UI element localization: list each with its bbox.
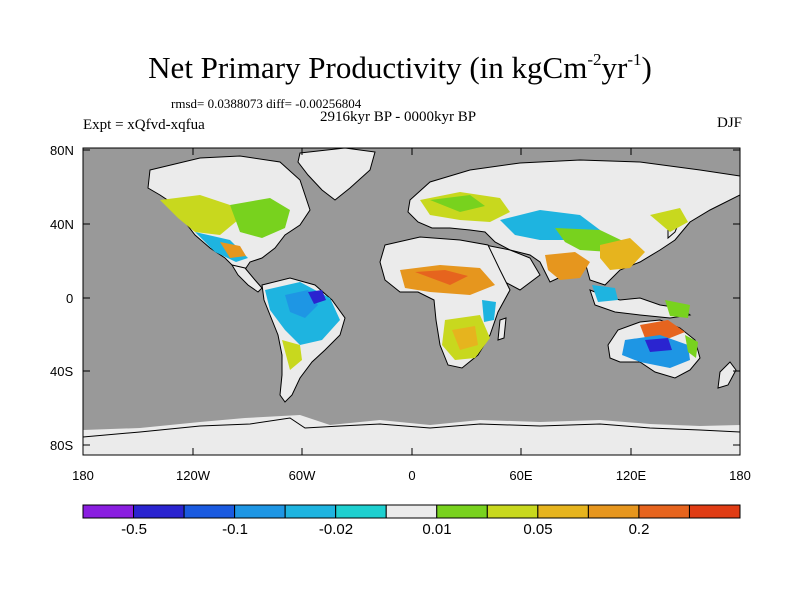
npp-patch-na-east xyxy=(230,198,290,238)
lat-label-80s: 80S xyxy=(50,438,74,453)
colorbar-swatch xyxy=(436,504,488,519)
madagascar-landmass xyxy=(497,317,507,341)
npp-patch-china-east xyxy=(600,238,645,270)
npp-patch-australia-dark xyxy=(645,338,672,352)
colorbar-swatch xyxy=(133,504,185,519)
lon-label-0: 0 xyxy=(408,468,416,483)
npp-patch-siberia-east xyxy=(650,208,688,232)
npp-patch-australia-north xyxy=(640,320,685,340)
npp-patch-sa-south xyxy=(282,340,302,370)
npp-patch-australia-east xyxy=(685,335,698,358)
npp-patch-sa-amazon xyxy=(285,290,318,318)
npp-patch-australia-center xyxy=(622,335,690,368)
period-label: 2916kyr BP - 0000kyr BP xyxy=(320,109,477,125)
lon-label-60w: 60W xyxy=(288,468,316,483)
npp-patch-europe-green xyxy=(430,195,485,212)
npp-patch-mexico-warm xyxy=(220,242,246,258)
colorbar-swatch xyxy=(234,504,286,519)
greenland-landmass xyxy=(297,148,376,201)
experiment-label: Expt = xQfvd-xqfua xyxy=(83,117,205,133)
central-america-landmass xyxy=(230,264,263,293)
colorbar-label-5: 0.05 xyxy=(523,521,553,538)
npp-patch-sahel-red xyxy=(415,270,468,285)
antarctica-coastline xyxy=(83,417,740,438)
lat-label-40s: 40S xyxy=(50,364,74,379)
new-zealand-landmass xyxy=(717,361,737,389)
lon-label-180e: 180 xyxy=(729,468,751,483)
colorbar-swatch xyxy=(486,504,539,519)
colorbar-swatch xyxy=(638,504,690,519)
lon-label-60e: 60E xyxy=(509,468,533,483)
colorbar-label-4: 0.01 xyxy=(422,521,452,538)
lat-label-40n: 40N xyxy=(50,217,74,232)
colorbar-swatch xyxy=(335,504,387,519)
season-label: DJF xyxy=(716,115,742,131)
npp-patch-se-asia xyxy=(592,285,618,302)
colorbar-swatch xyxy=(284,504,337,519)
axis-ticks xyxy=(82,148,741,455)
colorbar-swatch xyxy=(688,504,741,519)
colorbar-swatch xyxy=(82,504,135,519)
lat-label-80n: 80N xyxy=(50,143,74,158)
colorbar-swatch xyxy=(183,504,236,519)
colorbar-swatch xyxy=(587,504,640,519)
npp-patch-na-west xyxy=(160,195,238,235)
colorbar-swatch xyxy=(537,504,589,519)
colorbar-label-2: -0.1 xyxy=(222,521,248,538)
lat-label-0: 0 xyxy=(66,291,74,306)
lon-label-180w: 180 xyxy=(72,468,94,483)
npp-patch-africa-warm xyxy=(452,326,478,350)
stats-text: rmsd= 0.0388073 diff= -0.00256804 xyxy=(171,96,362,111)
colorbar-label-6: 0.2 xyxy=(628,521,650,538)
chart-title: Net Primary Productivity (in kgCm-2yr-1) xyxy=(148,49,652,85)
npp-patch-new-guinea xyxy=(665,300,690,318)
colorbar-label-3: -0.02 xyxy=(318,521,354,538)
npp-patch-sa-dark xyxy=(308,290,326,304)
colorbar-swatch xyxy=(385,504,438,519)
npp-patch-east-africa xyxy=(482,300,496,322)
colorbar-label-1: -0.5 xyxy=(121,521,147,538)
npp-patch-india xyxy=(545,252,590,280)
lon-label-120e: 120E xyxy=(615,468,647,483)
lon-label-120w: 120W xyxy=(176,468,210,483)
colorbar xyxy=(82,504,741,519)
